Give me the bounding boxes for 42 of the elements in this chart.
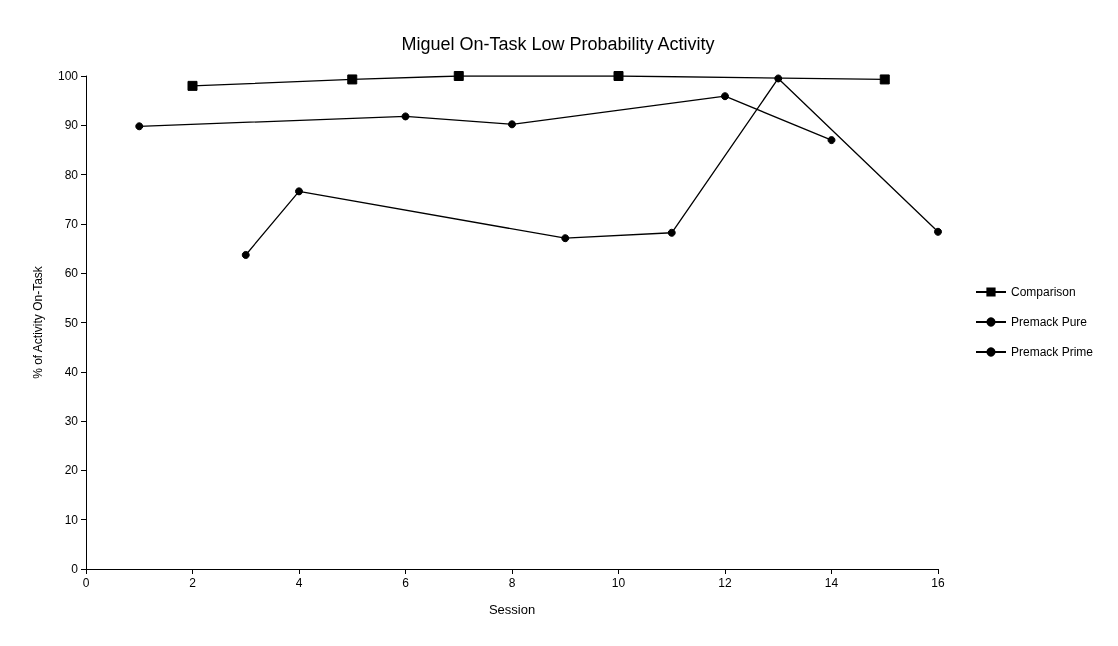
x-tick-label: 8 [508, 576, 516, 590]
x-tick-label: 2 [189, 576, 197, 590]
point [401, 112, 410, 121]
x-tick-label: 14 [824, 576, 839, 590]
point [827, 136, 836, 145]
y-tick-label: 40 [64, 364, 79, 379]
point [187, 80, 198, 91]
point [295, 187, 303, 196]
point [453, 71, 464, 81]
x-axis-title: Session [488, 602, 536, 617]
x-tick-label: 6 [402, 576, 410, 590]
x-tick-label: 12 [718, 576, 732, 590]
x-tick-label: 10 [611, 576, 626, 590]
y-axis-title: % of Activity On-Task [31, 265, 45, 379]
y-tick-label: 50 [64, 315, 79, 330]
y-tick-label: 60 [64, 266, 79, 281]
point [721, 92, 729, 101]
point [561, 234, 570, 243]
y-tick-label: 90 [64, 118, 79, 133]
legend-label: Premack Prime [1010, 345, 1094, 359]
x-tick-label: 0 [82, 576, 90, 590]
point [241, 250, 250, 259]
point [613, 71, 624, 81]
point [508, 120, 516, 129]
y-tick-label: 0 [71, 562, 79, 576]
legend-label: Comparison [1010, 285, 1076, 299]
y-tick-label: 70 [64, 216, 79, 231]
y-tick-label: 10 [64, 512, 79, 527]
y-tick-label: 100 [57, 69, 79, 83]
legend-label: Premack Pure [1010, 315, 1088, 329]
point [934, 227, 942, 236]
y-tick-label: 20 [64, 463, 79, 478]
y-tick-label: 30 [64, 414, 79, 429]
point [135, 122, 144, 131]
point [347, 74, 358, 85]
x-tick-label: 16 [931, 576, 945, 590]
point [879, 74, 890, 85]
chart-title: Miguel On-Task Low Probability Activity [401, 34, 715, 54]
point [667, 228, 676, 237]
x-tick-label: 4 [295, 576, 303, 590]
y-tick-label: 80 [64, 167, 79, 182]
point [774, 74, 783, 83]
